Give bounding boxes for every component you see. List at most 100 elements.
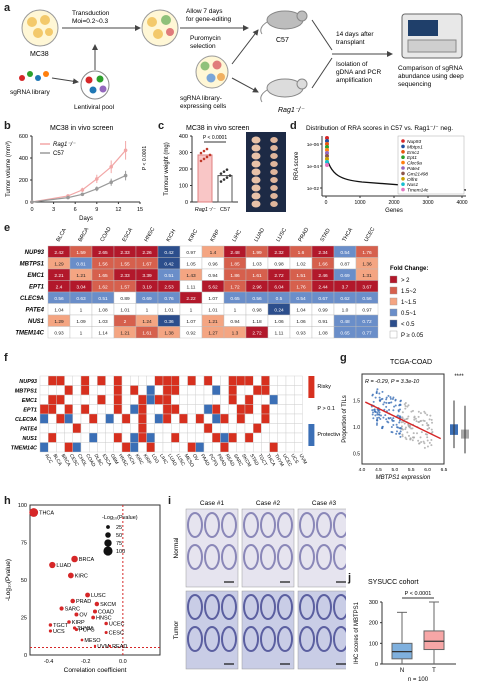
scatter-point <box>378 396 381 399</box>
heatmap-cell <box>56 423 65 434</box>
heatmap-cell <box>97 432 106 443</box>
x-tick-label: 12 <box>115 207 121 213</box>
scatter-point <box>104 630 108 635</box>
scatter-point <box>388 417 391 420</box>
heatmap-cell <box>146 394 156 405</box>
scatter-point <box>85 592 90 598</box>
gland-structure <box>221 594 237 620</box>
legend-swatch-protective <box>308 424 315 446</box>
scatter-point <box>378 411 381 414</box>
legend-swatch <box>401 139 405 143</box>
heatmap-cell <box>88 413 98 424</box>
heatmap-cell <box>146 375 156 386</box>
panel-j-ihc-boxplot: SYSUCC cohort 0 100 200 300 IHC scores of MBT… <box>354 579 456 683</box>
heatmap-cell <box>252 375 262 386</box>
heatmap-cell <box>88 394 98 405</box>
scatter-point <box>48 623 53 627</box>
heatmap-cell <box>64 375 73 386</box>
heatmap-cell <box>121 413 131 424</box>
scatter-point <box>422 440 425 443</box>
scatter-point <box>402 420 405 423</box>
x-tick-label: 5.0 <box>391 467 398 473</box>
x-tick-label: 4.5 <box>375 467 382 473</box>
heatmap-cell <box>203 394 213 405</box>
legend-label: Gm21498 <box>407 171 428 177</box>
heatmap-cell <box>162 423 172 434</box>
heatmap-cell <box>72 394 82 405</box>
heatmap-cell <box>277 375 287 386</box>
cell-value: 6.04 <box>274 285 284 291</box>
heatmap-cell <box>244 442 254 453</box>
heatmap-cell <box>39 432 49 443</box>
scatter-point <box>426 413 429 416</box>
heatmap-cell <box>80 413 90 424</box>
cell-value: 1.07 <box>208 296 218 302</box>
cell-value: 0.48 <box>340 319 350 325</box>
scatter-point <box>403 403 406 406</box>
panel-label-j: j <box>348 572 352 584</box>
data-point <box>199 159 203 163</box>
heatmap-cell <box>72 442 82 453</box>
column-label: ACC <box>43 453 54 465</box>
heatmap-cell <box>195 413 205 424</box>
heatmap-cell <box>285 394 295 405</box>
scatter-point <box>395 430 398 433</box>
heatmap-cell <box>56 394 65 405</box>
legend-swatch <box>401 171 405 176</box>
heatmap-cell <box>269 413 279 424</box>
scatter-point <box>372 417 375 420</box>
scatter-point <box>404 407 407 410</box>
cell-value: 0.96 <box>208 262 218 268</box>
scatter-point <box>376 413 379 416</box>
tumor-sample <box>251 184 261 192</box>
legend-label: Tmem14c <box>407 188 429 194</box>
cell-value: 3.39 <box>142 273 152 279</box>
heatmap-cell <box>39 404 49 415</box>
scatter-point <box>383 408 386 411</box>
heatmap-cell <box>56 442 65 453</box>
scatter-point <box>399 404 402 407</box>
scatter-point <box>385 405 388 408</box>
heatmap-cell <box>294 385 303 396</box>
hit-gene-point <box>325 151 329 155</box>
transduction-label: Transduction <box>72 10 110 17</box>
heatmap-cell <box>294 432 303 443</box>
heatmap-cell <box>195 432 205 443</box>
cell-value: 0.36 <box>164 319 174 325</box>
heatmap-cell <box>138 385 147 396</box>
panel-label-i: i <box>168 495 172 507</box>
heatmap-cell <box>162 404 172 415</box>
heatmap-cell <box>154 375 164 386</box>
point-label: UCEC <box>109 622 125 628</box>
selection-label: selection <box>190 43 216 50</box>
panel-label-f: f <box>4 352 8 364</box>
legend-label: Nus1 <box>407 182 419 188</box>
data-point <box>80 192 85 197</box>
heatmap-cell <box>162 442 172 453</box>
heatmap-cell <box>56 413 65 424</box>
y-axis-label: IHC scores of MBTPS1 <box>354 601 360 664</box>
moi-label: Moi=0.2~0.3 <box>72 18 109 25</box>
lentiviral-pool-label: Lentiviral pool <box>74 104 115 111</box>
heatmap-cell <box>220 423 229 434</box>
scatter-point <box>409 438 412 441</box>
tumor-sample <box>251 136 261 144</box>
point-label: BRCA <box>79 557 95 563</box>
scatter-point <box>404 436 407 439</box>
gland-structure <box>277 544 293 570</box>
scatter-point <box>411 439 414 442</box>
gland-structure <box>260 626 276 652</box>
cell-value: 1.27 <box>208 331 218 337</box>
cell-value: 2.65 <box>98 250 108 256</box>
heatmap-cell <box>187 404 197 415</box>
scatter-point <box>410 427 413 430</box>
x-tick-label: 3 <box>52 207 55 213</box>
legend-swatch <box>389 297 398 306</box>
heatmap-cell <box>228 394 238 405</box>
cell-value: 1.03 <box>252 262 262 268</box>
tumor-sample <box>251 152 261 160</box>
cell-value: 1.76 <box>296 285 306 291</box>
c57-mouse-icon <box>260 10 308 35</box>
y-tick-label: 1e-02 <box>307 186 320 192</box>
cell-value: 0.65 <box>340 331 350 337</box>
